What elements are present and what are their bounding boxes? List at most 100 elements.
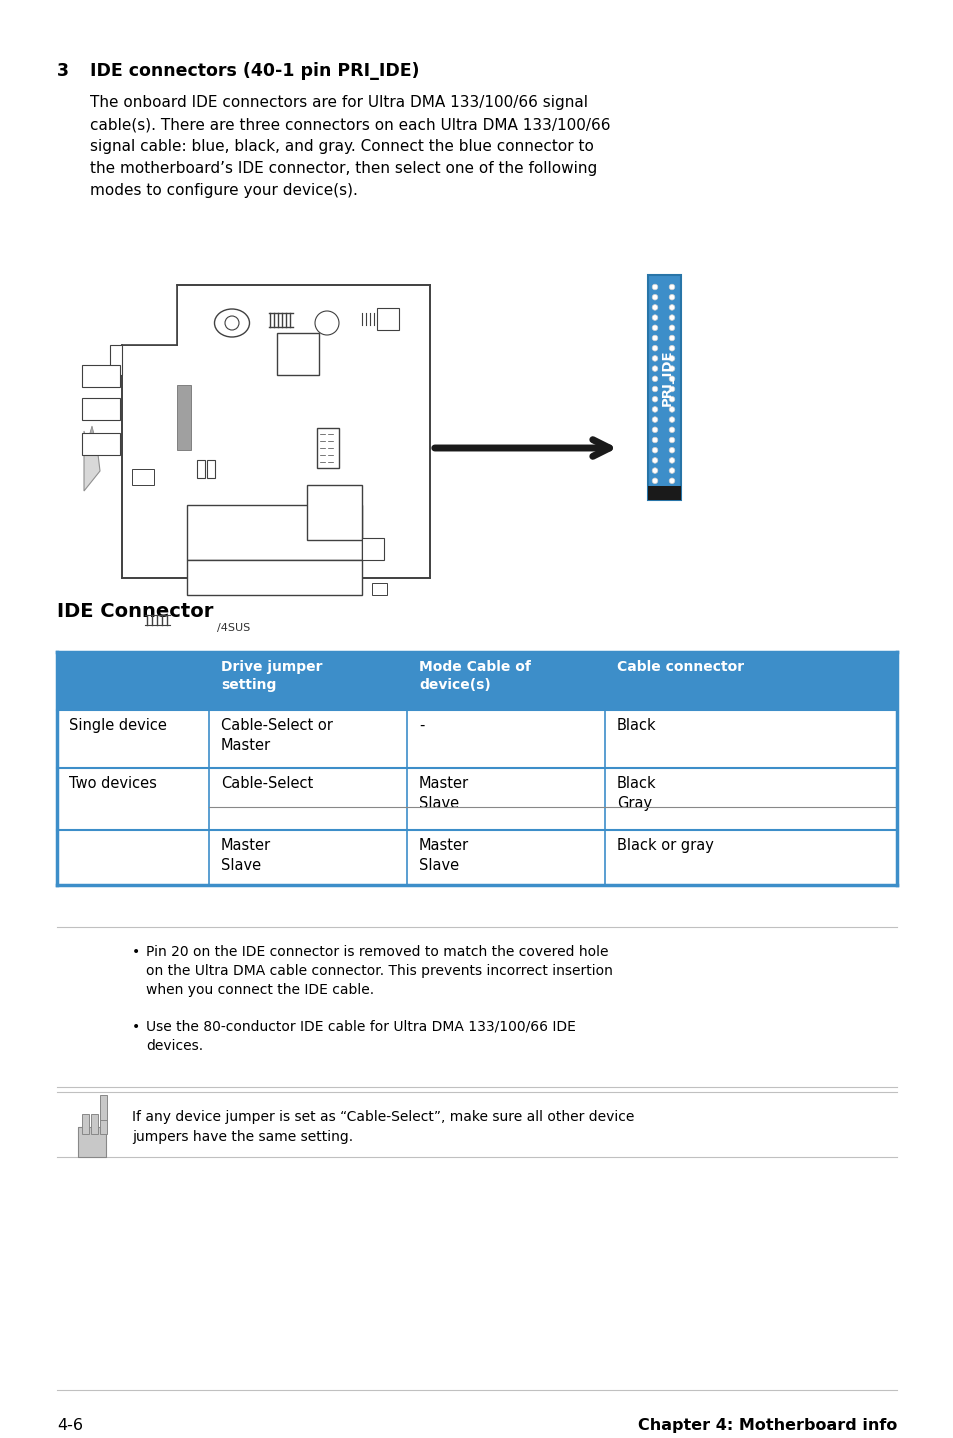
Circle shape [668, 285, 674, 290]
Circle shape [652, 325, 658, 331]
Text: Master
Slave: Master Slave [418, 838, 469, 873]
Circle shape [652, 467, 658, 473]
Circle shape [668, 387, 674, 391]
Text: when you connect the IDE cable.: when you connect the IDE cable. [146, 984, 374, 997]
Bar [187, 559, 361, 595]
Circle shape [652, 315, 658, 321]
Text: /4SUS: /4SUS [216, 623, 250, 633]
Text: Drive jumper
setting: Drive jumper setting [221, 660, 322, 693]
Text: Black
Gray: Black Gray [617, 777, 656, 811]
Bar [376, 308, 398, 329]
Text: Single device: Single device [69, 718, 167, 733]
Circle shape [652, 407, 658, 413]
Circle shape [668, 407, 674, 413]
Bar [316, 429, 338, 467]
Text: Cable connector: Cable connector [617, 660, 743, 674]
Circle shape [668, 437, 674, 443]
Circle shape [668, 375, 674, 381]
Circle shape [314, 311, 338, 335]
Polygon shape [84, 431, 100, 490]
Circle shape [652, 345, 658, 351]
Text: cable(s). There are three connectors on each Ultra DMA 133/100/66: cable(s). There are three connectors on … [90, 116, 610, 132]
Bar [57, 651, 896, 710]
Text: jumpers have the same setting.: jumpers have the same setting. [132, 1130, 353, 1145]
Circle shape [668, 477, 674, 483]
Text: If any device jumper is set as “Cable-Select”, make sure all other device: If any device jumper is set as “Cable-Se… [132, 1110, 634, 1125]
Bar [647, 275, 680, 500]
Text: Black: Black [617, 718, 656, 733]
Bar [196, 460, 205, 477]
Circle shape [668, 315, 674, 321]
Text: Pin 20 on the IDE connector is removed to match the covered hole: Pin 20 on the IDE connector is removed t… [146, 945, 608, 959]
Circle shape [652, 375, 658, 381]
Circle shape [668, 417, 674, 423]
Bar [110, 345, 122, 375]
Text: Two devices: Two devices [69, 777, 156, 791]
Circle shape [652, 285, 658, 290]
Bar [177, 385, 191, 450]
Circle shape [668, 345, 674, 351]
Bar [647, 486, 680, 500]
Bar [187, 505, 361, 559]
Circle shape [652, 335, 658, 341]
Text: 4-6: 4-6 [57, 1418, 83, 1434]
Bar [372, 582, 387, 595]
Circle shape [652, 355, 658, 361]
Circle shape [652, 387, 658, 391]
Bar [100, 1114, 107, 1135]
Bar [122, 285, 177, 345]
Text: -: - [418, 718, 424, 733]
Bar [91, 1114, 98, 1135]
Circle shape [652, 365, 658, 371]
Circle shape [668, 447, 674, 453]
Text: The onboard IDE connectors are for Ultra DMA 133/100/66 signal: The onboard IDE connectors are for Ultra… [90, 95, 587, 109]
Text: Black or gray: Black or gray [617, 838, 713, 853]
Circle shape [668, 305, 674, 311]
Bar [307, 485, 361, 541]
Text: IDE Connector: IDE Connector [57, 603, 213, 621]
Text: 3: 3 [57, 62, 69, 81]
Circle shape [652, 457, 658, 463]
Text: the motherboard’s IDE connector, then select one of the following: the motherboard’s IDE connector, then se… [90, 161, 597, 175]
Text: devices.: devices. [146, 1040, 203, 1053]
Circle shape [668, 397, 674, 403]
Bar [57, 830, 896, 884]
Circle shape [668, 427, 674, 433]
Circle shape [668, 335, 674, 341]
Text: PRI_IDE: PRI_IDE [660, 349, 673, 406]
Bar [57, 710, 896, 768]
Text: Mode Cable of
device(s): Mode Cable of device(s) [418, 660, 530, 693]
Bar [82, 433, 120, 454]
Circle shape [652, 417, 658, 423]
Bar [100, 1094, 107, 1120]
Text: modes to configure your device(s).: modes to configure your device(s). [90, 183, 357, 198]
Circle shape [668, 355, 674, 361]
Circle shape [652, 477, 658, 483]
Text: •: • [132, 1020, 140, 1034]
Bar [361, 538, 384, 559]
Bar [78, 1127, 106, 1158]
Circle shape [652, 305, 658, 311]
Ellipse shape [214, 309, 250, 336]
Text: Use the 80-conductor IDE cable for Ultra DMA 133/100/66 IDE: Use the 80-conductor IDE cable for Ultra… [146, 1020, 576, 1034]
Circle shape [668, 295, 674, 301]
Text: •: • [132, 945, 140, 959]
Bar [82, 1114, 89, 1135]
Bar [207, 460, 214, 477]
Bar [132, 469, 153, 485]
Polygon shape [87, 426, 97, 446]
Text: Master
Slave: Master Slave [221, 838, 271, 873]
Text: Cable-Select: Cable-Select [221, 777, 313, 791]
Circle shape [668, 325, 674, 331]
Circle shape [668, 467, 674, 473]
Text: Chapter 4: Motherboard info: Chapter 4: Motherboard info [637, 1418, 896, 1434]
Bar [82, 365, 120, 387]
Circle shape [225, 316, 239, 329]
Bar [276, 334, 318, 375]
Bar [122, 285, 430, 578]
Bar [82, 398, 120, 420]
Bar [120, 283, 177, 345]
Circle shape [668, 365, 674, 371]
Circle shape [652, 397, 658, 403]
Text: signal cable: blue, black, and gray. Connect the blue connector to: signal cable: blue, black, and gray. Con… [90, 139, 594, 154]
